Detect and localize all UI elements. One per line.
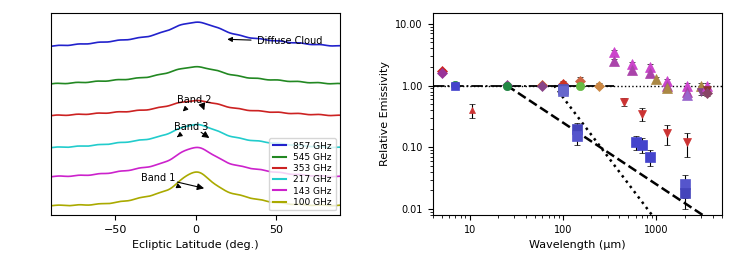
143 GHz <box>174 153 183 156</box>
217 GHz <box>163 132 172 135</box>
217 GHz <box>76 145 85 148</box>
353 GHz <box>47 114 55 117</box>
353 GHz <box>193 99 202 102</box>
217 GHz <box>336 146 345 149</box>
857 GHz <box>174 24 183 27</box>
217 GHz <box>273 142 281 145</box>
545 GHz <box>273 78 281 81</box>
Line: 217 GHz: 217 GHz <box>51 125 340 148</box>
X-axis label: Ecliptic Latitude (deg.): Ecliptic Latitude (deg.) <box>132 240 259 250</box>
100 GHz <box>278 201 286 204</box>
Text: Band 2: Band 2 <box>176 96 211 111</box>
143 GHz <box>76 174 85 177</box>
100 GHz <box>192 170 201 174</box>
217 GHz <box>47 146 55 149</box>
Y-axis label: Relative Emissivity: Relative Emissivity <box>380 61 390 167</box>
545 GHz <box>278 79 286 82</box>
143 GHz <box>163 159 172 162</box>
100 GHz <box>47 204 55 207</box>
857 GHz <box>246 36 254 39</box>
100 GHz <box>336 204 345 207</box>
Line: 353 GHz: 353 GHz <box>51 100 340 116</box>
217 GHz <box>246 139 254 142</box>
217 GHz <box>192 123 201 126</box>
353 GHz <box>246 109 254 112</box>
217 GHz <box>278 142 286 145</box>
100 GHz <box>327 204 336 207</box>
100 GHz <box>246 197 254 200</box>
Line: 100 GHz: 100 GHz <box>51 172 340 206</box>
545 GHz <box>246 77 254 80</box>
143 GHz <box>273 171 281 174</box>
143 GHz <box>47 175 55 178</box>
100 GHz <box>163 188 172 191</box>
353 GHz <box>163 104 172 107</box>
143 GHz <box>246 167 254 170</box>
545 GHz <box>192 65 201 68</box>
353 GHz <box>336 114 345 117</box>
353 GHz <box>174 101 183 104</box>
100 GHz <box>273 201 281 204</box>
545 GHz <box>76 81 85 84</box>
Legend: 857 GHz, 545 GHz, 353 GHz, 217 GHz, 143 GHz, 100 GHz: 857 GHz, 545 GHz, 353 GHz, 217 GHz, 143 … <box>269 138 335 211</box>
217 GHz <box>174 127 183 130</box>
Text: Diffuse Cloud: Diffuse Cloud <box>228 36 322 46</box>
143 GHz <box>278 171 286 174</box>
353 GHz <box>76 113 85 116</box>
857 GHz <box>163 29 172 32</box>
545 GHz <box>163 71 172 74</box>
353 GHz <box>278 111 286 114</box>
545 GHz <box>174 68 183 71</box>
353 GHz <box>273 111 281 114</box>
857 GHz <box>278 40 286 43</box>
545 GHz <box>47 82 55 85</box>
Line: 143 GHz: 143 GHz <box>51 147 340 177</box>
857 GHz <box>336 44 345 47</box>
857 GHz <box>47 45 55 48</box>
143 GHz <box>192 146 201 149</box>
Line: 545 GHz: 545 GHz <box>51 67 340 84</box>
143 GHz <box>336 175 345 178</box>
100 GHz <box>76 203 85 206</box>
857 GHz <box>76 42 85 46</box>
X-axis label: Wavelength (μm): Wavelength (μm) <box>529 240 625 250</box>
100 GHz <box>174 181 183 184</box>
857 GHz <box>193 20 202 24</box>
545 GHz <box>336 82 345 85</box>
Text: Band 3: Band 3 <box>174 122 208 137</box>
Text: Band 1: Band 1 <box>141 173 181 188</box>
857 GHz <box>273 39 281 42</box>
Line: 857 GHz: 857 GHz <box>51 22 340 46</box>
